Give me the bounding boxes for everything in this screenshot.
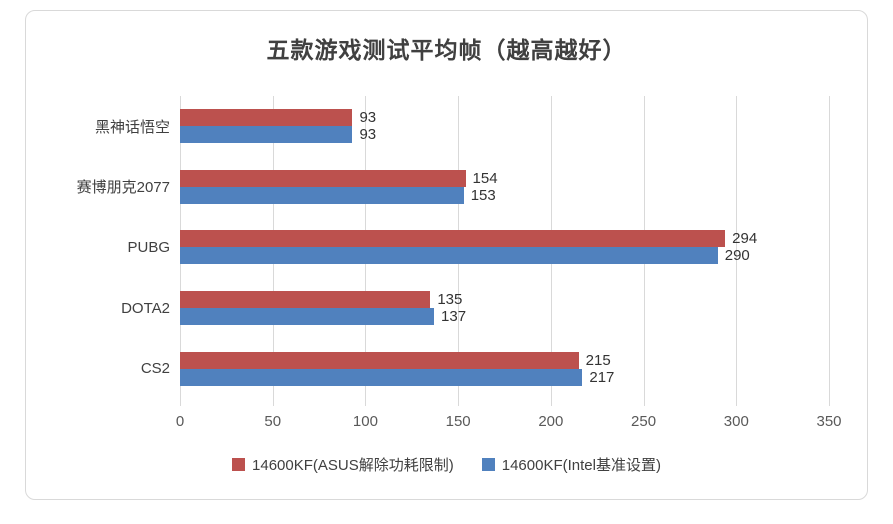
bar-series-1 <box>180 247 718 265</box>
category-label: 黑神话悟空 <box>94 118 170 136</box>
bar-group: 215 217 <box>180 338 829 399</box>
legend-item-1: 14600KF(Intel基准设置) <box>481 454 661 475</box>
category-label: CS2 <box>140 360 170 378</box>
bar-value-label: 135 <box>437 291 463 309</box>
bar-line: 294 <box>180 230 829 248</box>
legend-swatch <box>481 458 495 471</box>
plot-area: 93 93 154 153 294 290 135 137 215 217 <box>180 96 830 406</box>
bar-series-1 <box>180 368 583 386</box>
category-label: 赛博朋克2077 <box>76 179 170 197</box>
bar-line: 153 <box>180 186 829 204</box>
bar-line: 93 <box>180 109 829 127</box>
bar-series-1 <box>180 308 435 326</box>
bar-series-0 <box>180 109 353 127</box>
gridline <box>736 96 738 406</box>
bar-value-label: 154 <box>472 169 498 187</box>
bar-series-0 <box>180 169 466 187</box>
x-tick-label: 100 <box>352 413 378 430</box>
legend-swatch <box>232 458 246 471</box>
x-tick-label: 200 <box>538 413 564 430</box>
x-tick-label: 250 <box>631 413 657 430</box>
bar-value-label: 93 <box>359 109 377 127</box>
bar-value-label: 294 <box>732 230 758 248</box>
bar-line: 217 <box>180 368 829 386</box>
bar-series-0 <box>180 291 431 309</box>
bar-series-1 <box>180 126 353 144</box>
bar-group: 93 93 <box>180 96 829 157</box>
bar-group: 135 137 <box>180 278 829 339</box>
bar-value-label: 217 <box>589 368 615 386</box>
category-label: DOTA2 <box>121 299 170 317</box>
x-axis: 0 50 100 150 200 250 300 350 <box>176 413 842 435</box>
legend-label: 14600KF(Intel基准设置) <box>501 457 661 474</box>
bar-value-label: 137 <box>441 308 467 326</box>
category-label: PUBG <box>127 238 170 256</box>
category-axis: 黑神话悟空赛博朋克2077 PUBG DOTA2 CS2 <box>36 96 170 399</box>
bar-value-label: 215 <box>585 351 611 369</box>
bar-group: 294 290 <box>180 217 829 278</box>
bar-series-0 <box>180 230 726 248</box>
bar-line: 154 <box>180 169 829 187</box>
legend: 14600KF(ASUS解除功耗限制) 14600KF(Intel基准设置) <box>26 454 867 475</box>
bar-value-label: 93 <box>359 126 377 144</box>
bar-value-label: 290 <box>724 247 750 265</box>
legend-item-0: 14600KF(ASUS解除功耗限制) <box>232 454 454 475</box>
bar-line: 93 <box>180 126 829 144</box>
x-tick-label: 300 <box>723 413 749 430</box>
chart-title: 五款游戏测试平均帧（越高越好） <box>266 37 627 63</box>
bar-group: 154 153 <box>180 157 829 218</box>
x-tick-label: 50 <box>264 413 282 430</box>
x-tick-label: 350 <box>816 413 842 430</box>
bar-line: 135 <box>180 291 829 309</box>
gridline <box>829 96 830 406</box>
chart-frame: 五款游戏测试平均帧（越高越好） 黑神话悟空赛博朋克2077 PUBG DOTA2 CS… <box>25 10 868 500</box>
bar-line: 290 <box>180 247 829 265</box>
bar-series-1 <box>180 186 464 204</box>
bar-line: 215 <box>180 351 829 369</box>
bar-series-0 <box>180 351 579 369</box>
bar-value-label: 153 <box>470 186 496 204</box>
bar-line: 137 <box>180 308 829 326</box>
x-tick-label: 150 <box>445 413 471 430</box>
x-tick-label: 0 <box>175 413 185 430</box>
legend-label: 14600KF(ASUS解除功耗限制) <box>252 457 454 474</box>
